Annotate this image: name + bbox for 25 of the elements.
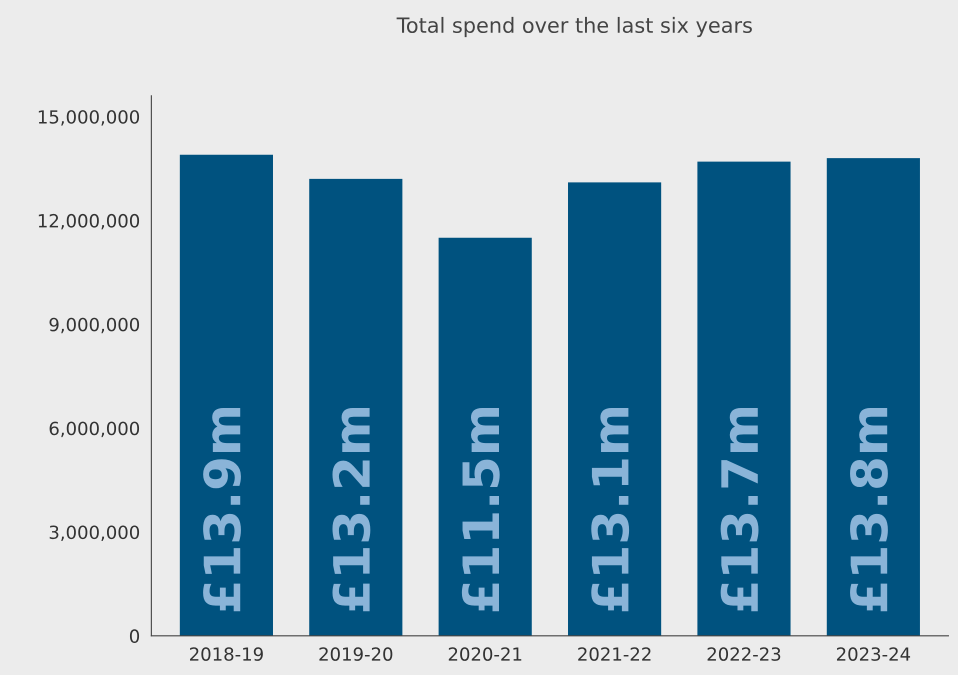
y-tick-label: 15,000,000 <box>38 110 140 126</box>
data-label: £13.7m <box>720 408 758 612</box>
x-tick-label: 2019-20 <box>319 647 392 661</box>
y-tick-label: 6,000,000 <box>50 422 140 438</box>
data-label: £11.5m <box>462 408 500 612</box>
data-label: £13.1m <box>591 408 630 612</box>
y-tick-label: 3,000,000 <box>50 525 140 541</box>
bar <box>826 158 920 636</box>
bar <box>180 154 273 636</box>
y-tick-label: 0 <box>130 629 140 643</box>
y-tick-label: 9,000,000 <box>50 318 140 334</box>
data-label: £13.9m <box>203 408 241 612</box>
x-tick-label: 2020-21 <box>448 647 522 661</box>
chart-title: Total spend over the last six years <box>396 16 752 38</box>
bar <box>438 238 532 636</box>
bar <box>309 178 402 636</box>
x-tick-label: 2021-22 <box>578 647 650 661</box>
bar <box>568 182 662 636</box>
data-label: £13.2m <box>332 408 370 612</box>
data-label: £13.8m <box>850 408 888 612</box>
x-tick-label: 2022-23 <box>708 647 780 661</box>
x-tick-label: 2023-24 <box>836 647 910 661</box>
y-tick-label: 12,000,000 <box>38 214 140 230</box>
x-tick-label: 2018-19 <box>190 647 263 661</box>
bar <box>697 162 791 636</box>
